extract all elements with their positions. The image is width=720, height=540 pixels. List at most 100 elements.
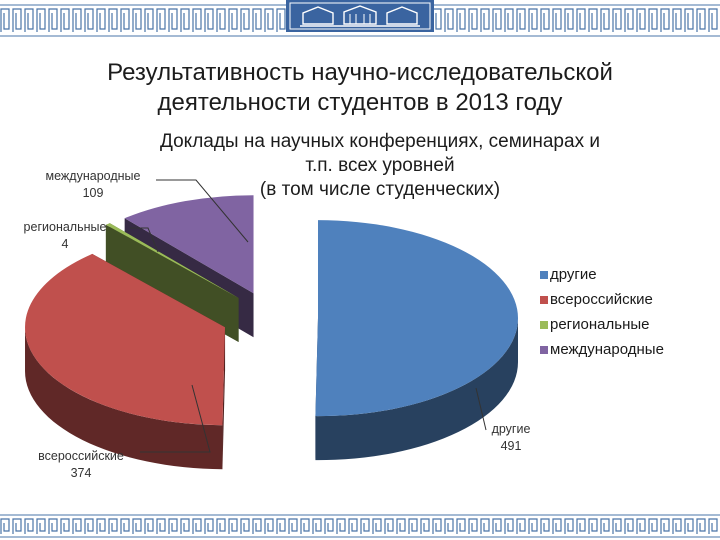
- pattern-segment: [264, 518, 274, 534]
- pattern-segment: [624, 8, 634, 32]
- pattern-segment: [540, 8, 550, 32]
- legend-item-vserossiyskie: всероссийские: [540, 287, 664, 312]
- pattern-segment: [492, 518, 502, 534]
- pattern-segment: [48, 518, 58, 534]
- slide-title-line-1: Результативность научно-исследовательско…: [107, 59, 613, 86]
- pattern-segment: [564, 518, 574, 534]
- pattern-segment: [228, 518, 238, 534]
- pattern-segment: [600, 518, 610, 534]
- pattern-segment: [132, 518, 142, 534]
- pattern-segment: [396, 518, 406, 534]
- pattern-segment: [408, 518, 418, 534]
- pattern-segment: [504, 518, 514, 534]
- leader-line-mezhdunarodnye: [156, 179, 249, 243]
- pattern-segment: [708, 518, 718, 534]
- data-label-mezhdunarodnye: международные 109: [30, 168, 156, 202]
- pattern-segment: [96, 518, 106, 534]
- pattern-segment: [0, 8, 10, 32]
- pattern-segment: [528, 518, 538, 534]
- leader-line-drugie: [475, 387, 487, 431]
- pattern-segment: [672, 518, 682, 534]
- legend-swatch: [540, 320, 548, 329]
- pattern-segment: [624, 518, 634, 534]
- pattern-segment: [36, 518, 46, 534]
- pattern-segment: [468, 8, 478, 32]
- pattern-segment: [504, 8, 514, 32]
- pattern-segment: [372, 518, 382, 534]
- data-label-value: 4: [61, 237, 69, 251]
- pattern-segment: [72, 518, 82, 534]
- chart-title-line-1: Доклады на научных конференциях, семинар…: [160, 131, 600, 152]
- pattern-segment: [588, 518, 598, 534]
- pattern-segment: [168, 518, 178, 534]
- pattern-segment: [612, 8, 622, 32]
- slice-top-face: [25, 253, 226, 426]
- pattern-segment: [192, 518, 202, 534]
- decorative-top-border: [0, 0, 720, 40]
- legend-label: международные: [550, 341, 664, 358]
- pattern-segment: [336, 518, 346, 534]
- pattern-segment: [576, 518, 586, 534]
- pattern-segment: [552, 518, 562, 534]
- decorative-bottom-border: [0, 514, 720, 538]
- pattern-segment: [108, 518, 118, 534]
- pattern-segment: [612, 518, 622, 534]
- data-label-value: 374: [70, 466, 92, 480]
- legend-item-regionalnye: региональные: [540, 312, 664, 337]
- slide-title: Результативность научно-исследовательско…: [40, 58, 680, 118]
- pattern-segment: [60, 8, 70, 32]
- pattern-segment: [252, 518, 262, 534]
- pattern-segment: [648, 8, 658, 32]
- pattern-segment: [96, 8, 106, 32]
- pattern-segment: [216, 8, 226, 32]
- pattern-segment: [24, 518, 34, 534]
- chart-title: Доклады на научных конференциях, семинар…: [120, 130, 640, 202]
- pattern-segment: [168, 8, 178, 32]
- pattern-segment: [276, 518, 286, 534]
- pattern-segment: [252, 8, 262, 32]
- pattern-segment: [60, 518, 70, 534]
- pattern-segment: [636, 518, 646, 534]
- data-label-vserossiyskie: всероссийские 374: [22, 448, 140, 482]
- pattern-segment: [240, 518, 250, 534]
- emblem-icon: [286, 0, 434, 32]
- pattern-segment: [84, 518, 94, 534]
- pattern-segment: [144, 8, 154, 32]
- pattern-segment: [684, 518, 694, 534]
- pattern-segment: [636, 8, 646, 32]
- pattern-segment: [12, 8, 22, 32]
- pattern-segment: [444, 518, 454, 534]
- chart-title-line-3: (в том числе студенческих): [259, 179, 501, 200]
- pattern-segment: [288, 518, 298, 534]
- pattern-segment: [120, 518, 130, 534]
- pattern-segment: [72, 8, 82, 32]
- data-label-name: другие: [491, 422, 531, 436]
- pattern-segment: [24, 8, 34, 32]
- slice-top-face: [105, 223, 239, 299]
- pattern-segment: [144, 518, 154, 534]
- greek-key-pattern: [0, 518, 718, 534]
- pattern-segment: [348, 518, 358, 534]
- pattern-segment: [456, 518, 466, 534]
- pattern-segment: [480, 518, 490, 534]
- pattern-segment: [684, 8, 694, 32]
- pattern-segment: [276, 8, 286, 32]
- legend-label: региональные: [550, 316, 650, 333]
- pattern-segment: [360, 518, 370, 534]
- pattern-segment: [576, 8, 586, 32]
- slice-side-wall: [315, 318, 518, 461]
- data-label-regionalnye: региональные 4: [0, 219, 130, 253]
- legend-item-mezhdunarodnye: международные: [540, 337, 664, 362]
- pie-slice-drugie: [315, 220, 518, 461]
- pattern-segment: [708, 8, 718, 32]
- pattern-segment: [660, 8, 670, 32]
- pattern-segment: [492, 8, 502, 32]
- pattern-segment: [564, 8, 574, 32]
- pattern-segment: [600, 8, 610, 32]
- pattern-segment: [0, 518, 10, 534]
- pattern-segment: [696, 8, 706, 32]
- leader-line-regionalnye: [130, 227, 159, 253]
- data-label-name: международные: [45, 169, 141, 183]
- pattern-segment: [588, 8, 598, 32]
